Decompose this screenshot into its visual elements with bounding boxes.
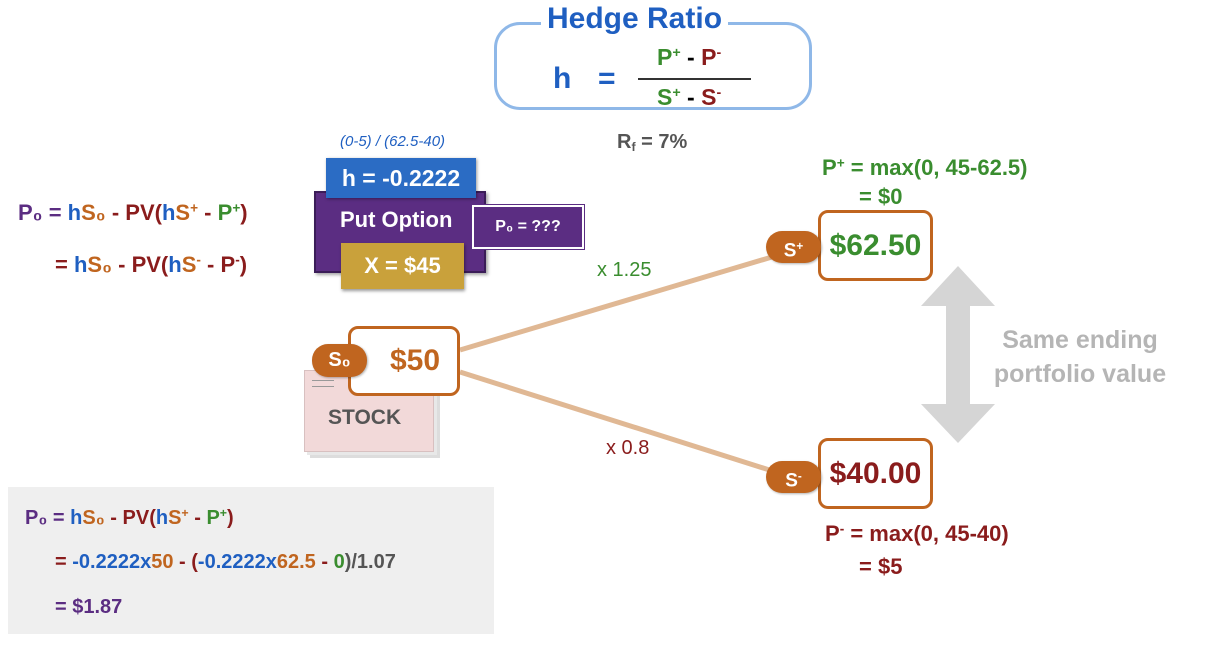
same-value-note: Same ending portfolio value xyxy=(993,326,1167,388)
put-price-formula-line1: P₀ = hS₀ - PV(hS+ - P+) xyxy=(18,200,248,225)
fraction-line xyxy=(638,78,751,80)
hedge-ratio-value-tag: h = -0.2222 xyxy=(326,158,476,198)
stock-label: STOCK xyxy=(328,406,402,429)
put-option-label: Put Option xyxy=(340,207,453,232)
hedge-ratio-numerator: P+ - P- xyxy=(657,44,722,70)
calc-line3: = $1.87 xyxy=(55,596,123,618)
up-multiplier: x 1.25 xyxy=(597,259,652,281)
down-branch-line xyxy=(459,369,783,477)
down-price-box: $40.00 xyxy=(818,438,933,509)
calculation-box xyxy=(8,487,494,634)
hedge-ratio-h: h xyxy=(553,62,572,95)
strike-price-tag: X = $45 xyxy=(341,243,464,289)
risk-free-rate: Rf = 7% xyxy=(617,131,688,155)
up-payoff-line2: = $0 xyxy=(859,184,903,209)
calc-line2: = -0.2222x50 - (-0.2222x62.5 - 0)/1.07 xyxy=(55,551,396,573)
down-payoff-line1: P- = max(0, 45-40) xyxy=(825,521,1009,546)
hedge-ratio-equals: = xyxy=(598,62,616,95)
down-payoff-line2: = $5 xyxy=(859,554,903,579)
calc-line1: P₀ = hS₀ - PV(hS+ - P+) xyxy=(25,506,234,529)
s-minus-tag: S- xyxy=(766,461,821,493)
stock-certificate-lines xyxy=(312,380,334,387)
hedge-calc-note: (0-5) / (62.5-40) xyxy=(340,133,446,150)
hedge-ratio-title: Hedge Ratio xyxy=(541,2,729,36)
s-plus-tag: S+ xyxy=(766,231,821,263)
double-arrow-icon xyxy=(921,266,995,443)
up-price-box: $62.50 xyxy=(818,210,933,281)
hedge-ratio-denominator: S+ - S- xyxy=(657,84,722,110)
down-multiplier: x 0.8 xyxy=(606,437,650,459)
up-branch-line xyxy=(459,251,783,353)
put-price-tag: P₀ = ??? xyxy=(471,204,585,250)
s0-tag: S₀ xyxy=(312,344,367,377)
up-payoff-line1: P+ = max(0, 45-62.5) xyxy=(822,155,1028,180)
put-price-formula-line2: = hS₀ - PV(hS- - P-) xyxy=(55,252,248,277)
